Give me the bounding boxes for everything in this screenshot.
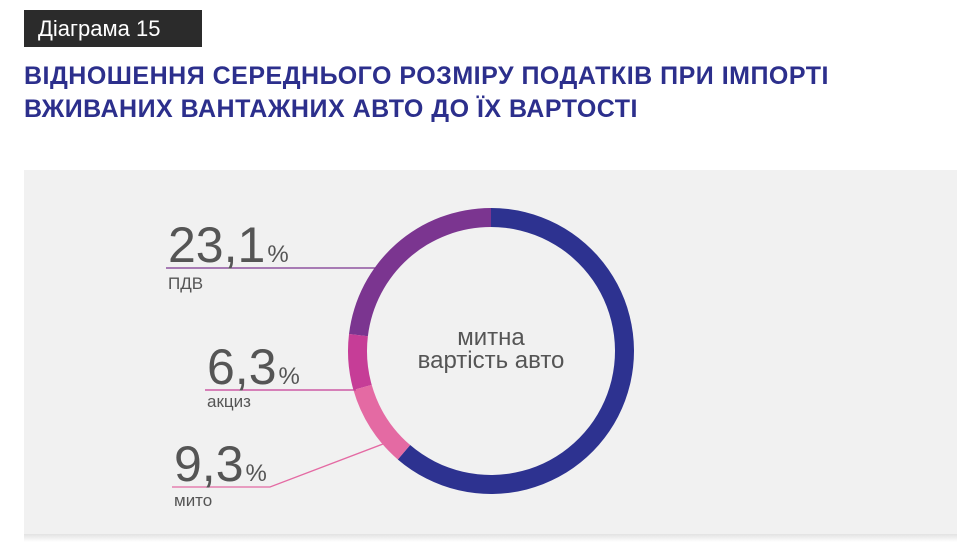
donut-arcs: [348, 208, 634, 494]
slice-arc-pdv: [349, 208, 491, 337]
slice-label-myto: мито: [174, 491, 212, 510]
chart-panel: [24, 170, 957, 534]
chart-title: ВІДНОШЕННЯ СЕРЕДНЬОГО РОЗМІРУ ПОДАТКІВ П…: [24, 62, 829, 123]
slice-value-myto: 9,3%: [174, 436, 267, 492]
slice-value-aktsyz: 6,3%: [207, 339, 300, 395]
leader-lines: [166, 267, 384, 488]
center-label-line-1: митна: [457, 324, 525, 351]
center-label-line-2: вартість авто: [418, 347, 565, 374]
slice-labels: 23,1%ПДВ 6,3%акциз 9,3%мито: [168, 217, 300, 510]
slice-arc-aktsyz: [348, 333, 372, 391]
slice-arc-myto: [353, 384, 411, 460]
slice-value-pdv: 23,1%: [168, 217, 289, 273]
donut-base-arc: [397, 208, 634, 494]
diagram-number-tag: Діаграма 15: [24, 10, 202, 47]
panel-shadow: [24, 534, 957, 542]
leader-line-myto: [172, 443, 384, 488]
slice-label-aktsyz: акциз: [207, 392, 251, 411]
slice-label-pdv: ПДВ: [168, 274, 203, 293]
